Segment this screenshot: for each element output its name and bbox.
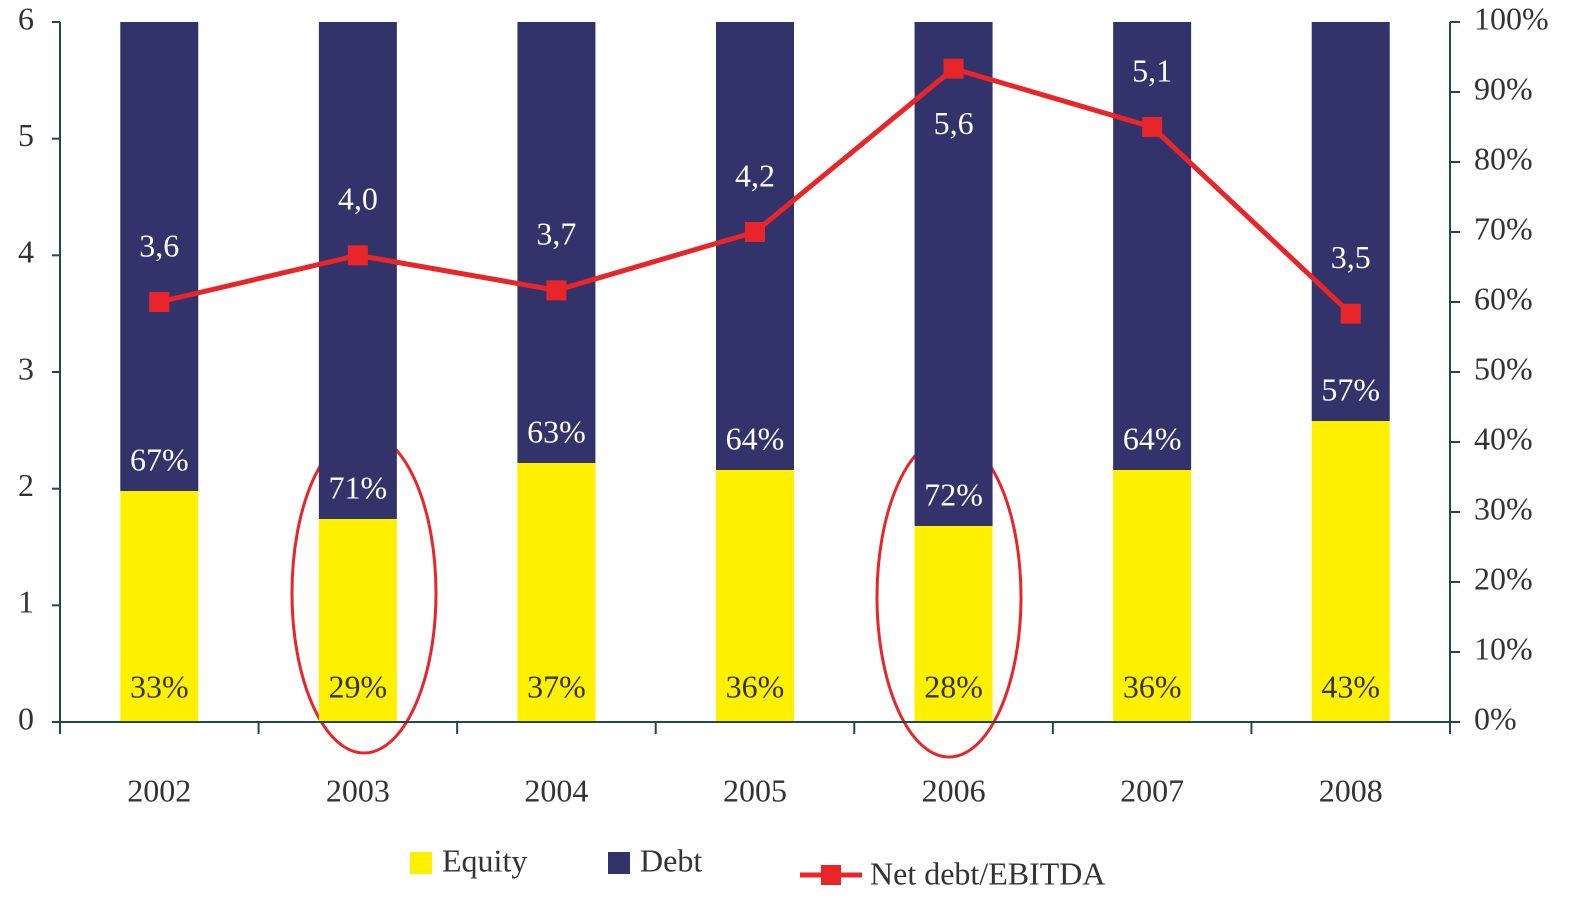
bar-segment <box>517 22 596 463</box>
legend-label: Equity <box>442 842 527 878</box>
x-tick-label: 2005 <box>723 772 787 808</box>
line-marker <box>1340 303 1361 324</box>
bar-value-label: 43% <box>1321 668 1380 704</box>
y2-tick-label: 60% <box>1474 280 1533 316</box>
y2-tick-label: 30% <box>1474 490 1533 526</box>
y2-tick-label: 50% <box>1474 350 1533 386</box>
bar-value-label: 72% <box>924 476 983 512</box>
bar-value-label: 64% <box>1123 420 1182 456</box>
legend-label: Net debt/EBITDA <box>870 855 1106 891</box>
line-value-label: 4,2 <box>735 157 775 193</box>
x-tick-label: 2003 <box>326 772 390 808</box>
bar-value-label: 36% <box>1123 668 1182 704</box>
y-tick-label: 3 <box>18 350 34 386</box>
bar-segment <box>914 526 993 722</box>
legend-swatch <box>410 852 432 874</box>
x-tick-label: 2008 <box>1319 772 1383 808</box>
y-tick-label: 5 <box>18 117 34 153</box>
y2-tick-label: 80% <box>1474 140 1533 176</box>
bar-segment <box>120 22 199 491</box>
bar-value-label: 63% <box>527 413 586 449</box>
x-tick-label: 2006 <box>922 772 986 808</box>
y2-tick-label: 90% <box>1474 70 1533 106</box>
line-marker <box>546 280 567 301</box>
line-value-label: 4,0 <box>338 181 378 217</box>
line-marker <box>943 58 964 79</box>
bar-value-label: 33% <box>130 668 189 704</box>
bar-segment <box>1311 421 1390 722</box>
bar-value-label: 67% <box>130 441 189 477</box>
x-tick-label: 2002 <box>127 772 191 808</box>
line-marker <box>347 245 368 266</box>
bar-segment <box>318 22 397 519</box>
y2-tick-label: 40% <box>1474 420 1533 456</box>
bar-segment <box>517 463 596 722</box>
bar-value-label: 29% <box>329 668 388 704</box>
bar-segment <box>914 22 993 526</box>
bar-segment <box>318 519 397 722</box>
y-tick-label: 1 <box>18 584 34 620</box>
x-tick-label: 2004 <box>524 772 588 808</box>
bar-segment <box>716 22 794 470</box>
bar-segment <box>1311 22 1390 421</box>
legend-swatch <box>608 852 630 874</box>
y2-tick-label: 0% <box>1474 700 1517 736</box>
bar-segment <box>716 470 794 722</box>
x-tick-label: 2007 <box>1120 772 1184 808</box>
bar-value-label: 36% <box>726 668 785 704</box>
bar-segment <box>120 491 199 722</box>
line-value-label: 3,7 <box>536 216 576 252</box>
legend-label: Debt <box>640 842 702 878</box>
y2-tick-label: 20% <box>1474 560 1533 596</box>
y-tick-label: 2 <box>18 467 34 503</box>
bar-value-label: 57% <box>1321 371 1380 407</box>
line-value-label: 3,6 <box>139 227 179 263</box>
y-tick-label: 0 <box>18 700 34 736</box>
y2-tick-label: 70% <box>1474 210 1533 246</box>
bar-value-label: 37% <box>527 668 586 704</box>
line-value-label: 5,1 <box>1132 52 1172 88</box>
legend-marker <box>821 865 841 885</box>
line-marker <box>745 222 765 242</box>
y2-tick-label: 100% <box>1474 0 1549 36</box>
bar-segment <box>1113 22 1192 470</box>
bar-value-label: 28% <box>924 668 983 704</box>
bar-segment <box>1113 470 1192 722</box>
y-tick-label: 4 <box>18 234 34 270</box>
line-marker <box>149 292 170 312</box>
bar-value-label: 71% <box>329 469 388 505</box>
y2-tick-label: 10% <box>1474 630 1533 666</box>
line-value-label: 5,6 <box>934 105 974 141</box>
line-value-label: 3,5 <box>1331 239 1371 275</box>
line-marker <box>1142 117 1163 137</box>
bar-value-label: 64% <box>726 420 785 456</box>
y-tick-label: 6 <box>18 0 34 36</box>
